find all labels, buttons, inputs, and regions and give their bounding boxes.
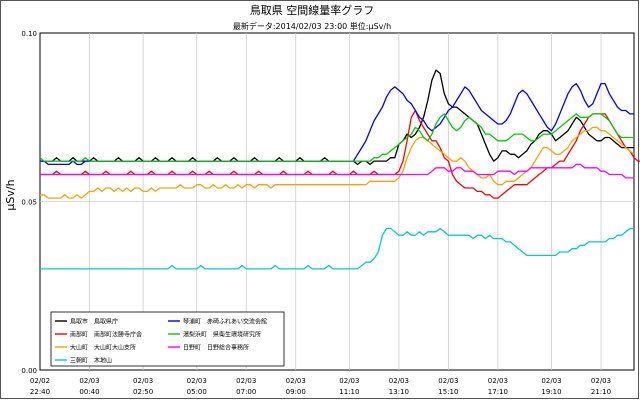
x-tick-label: 21:10 <box>591 388 611 396</box>
y-tick-label: 0.00 <box>21 367 37 375</box>
x-tick-label: 00:40 <box>79 388 99 396</box>
x-tick-label: 02/03 <box>389 377 409 385</box>
x-tick-label: 09:00 <box>286 388 306 396</box>
legend-label: 三朝町 木地山 <box>70 357 112 365</box>
x-tick-label: 02/03 <box>339 377 359 385</box>
legend-label: 日野町 日野総合事務所 <box>183 344 249 352</box>
x-tick-label: 02/03 <box>133 377 153 385</box>
legend-label: 南部町 南部町法勝寺庁舎 <box>70 331 142 339</box>
x-tick-label: 05:00 <box>187 388 207 396</box>
legend-label: 琴浦町 赤碕ふれあい交流会館 <box>183 318 267 326</box>
legend-label: 鳥取市 鳥取県庁 <box>70 318 118 326</box>
x-tick-label: 02/02 <box>30 377 50 385</box>
legend-label: 大山町 大山町大山支所 <box>70 344 136 352</box>
plot-area: 0.000.050.10 02/0222:4002/0300:4002/0302… <box>21 30 640 396</box>
chart-title: 鳥取県 空間線量率グラフ <box>250 3 375 17</box>
x-tick-label: 07:00 <box>236 388 256 396</box>
series-line <box>40 163 634 179</box>
x-tick-label: 02/03 <box>236 377 256 385</box>
x-tick-labels: 02/02 22:40 02/03 00:40 02/03 02:50 02/03 05:00… <box>30 377 611 396</box>
series-lines <box>39 69 640 270</box>
series-line <box>39 113 634 162</box>
x-tick-label: 02/03 <box>286 377 306 385</box>
x-tick-label: 13:10 <box>389 388 409 396</box>
chart-subtitle: 最新データ:2014/02/03 23:00 単位:μSv/h <box>233 21 391 31</box>
y-tick-label: 0.05 <box>21 199 37 207</box>
x-tick-label: 17:10 <box>488 388 508 396</box>
legend-label: 湯梨浜町 県衛生環境研究所 <box>183 331 261 339</box>
y-tick-labels: 0.00 0.05 0.10 <box>21 30 37 375</box>
x-tick-label: 02/03 <box>488 377 508 385</box>
y-tick-label: 0.10 <box>21 30 37 38</box>
x-tick-label: 02/03 <box>187 377 207 385</box>
x-tick-label: 11:10 <box>339 388 359 396</box>
y-axis-label: μSv/h <box>4 179 17 210</box>
legend-box <box>50 311 285 367</box>
x-tick-label: 19:10 <box>541 388 561 396</box>
series-line <box>40 126 635 199</box>
x-tick-label: 22:40 <box>30 388 50 396</box>
x-tick-label: 02/03 <box>438 377 458 385</box>
x-tick-label: 15:10 <box>438 388 458 396</box>
x-tick-label: 02/03 <box>79 377 99 385</box>
x-tick-label: 02/03 <box>591 377 611 385</box>
x-tick-label: 02/03 <box>541 377 561 385</box>
x-tick-label: 02:50 <box>133 388 153 396</box>
series-line <box>40 227 634 270</box>
